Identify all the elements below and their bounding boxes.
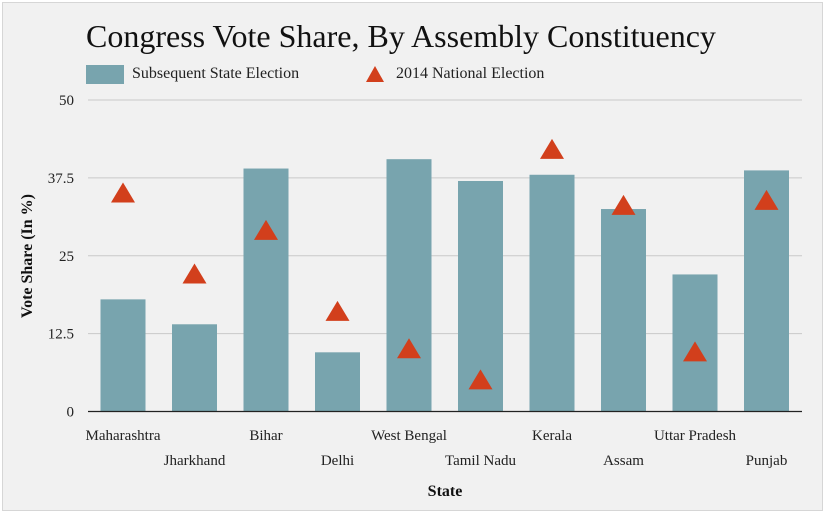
triangle-marker [468,369,493,390]
triangle-marker [611,194,636,215]
x-tick-label: Punjab [746,453,788,469]
y-tick-label: 0 [67,405,75,421]
triangle-marker [397,338,421,359]
bar [529,174,575,412]
x-tick-label: Jharkhand [164,453,226,469]
x-tick-label: Assam [603,453,644,469]
triangle-marker [182,263,207,284]
triangle-marker [754,189,779,210]
x-tick-label: Bihar [249,428,282,444]
x-tick-label: West Bengal [371,428,447,444]
x-tick-label: Delhi [321,453,354,469]
x-axis-title: State [428,483,463,500]
bar [100,299,146,412]
y-tick-label: 50 [59,93,74,109]
legend-label-national-election: 2014 National Election [396,65,545,82]
bar [172,324,217,412]
legend-item-national-election: 2014 National Election [364,62,544,86]
bar [601,209,646,412]
legend-bar-swatch [86,64,124,84]
bar [243,168,289,412]
x-tick-label: Maharashtra [86,428,161,444]
triangle-marker [683,341,707,362]
y-axis-title: Vote Share (In %) [19,194,36,318]
y-tick-label: 25 [59,249,74,265]
y-tick-label: 37.5 [48,171,74,187]
chart-title: Congress Vote Share, By Assembly Constit… [86,18,716,54]
legend-label-state-election: Subsequent State Election [132,65,300,82]
bar [744,170,789,412]
y-tick-label: 12.5 [48,327,74,343]
legend-item-state-election: Subsequent State Election [86,62,299,86]
bar [315,352,360,412]
triangle-marker [325,300,350,321]
triangle-marker [540,138,564,159]
legend-triangle-marker [366,66,384,82]
x-tick-label: Tamil Nadu [445,453,517,469]
bar [386,159,432,412]
x-tick-label: Kerala [532,428,572,444]
triangle-marker [111,182,135,203]
x-tick-label: Uttar Pradesh [654,428,737,444]
triangle-marker [254,219,278,240]
